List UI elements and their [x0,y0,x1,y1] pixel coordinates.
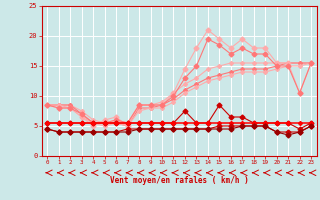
X-axis label: Vent moyen/en rafales ( km/h ): Vent moyen/en rafales ( km/h ) [110,176,249,185]
